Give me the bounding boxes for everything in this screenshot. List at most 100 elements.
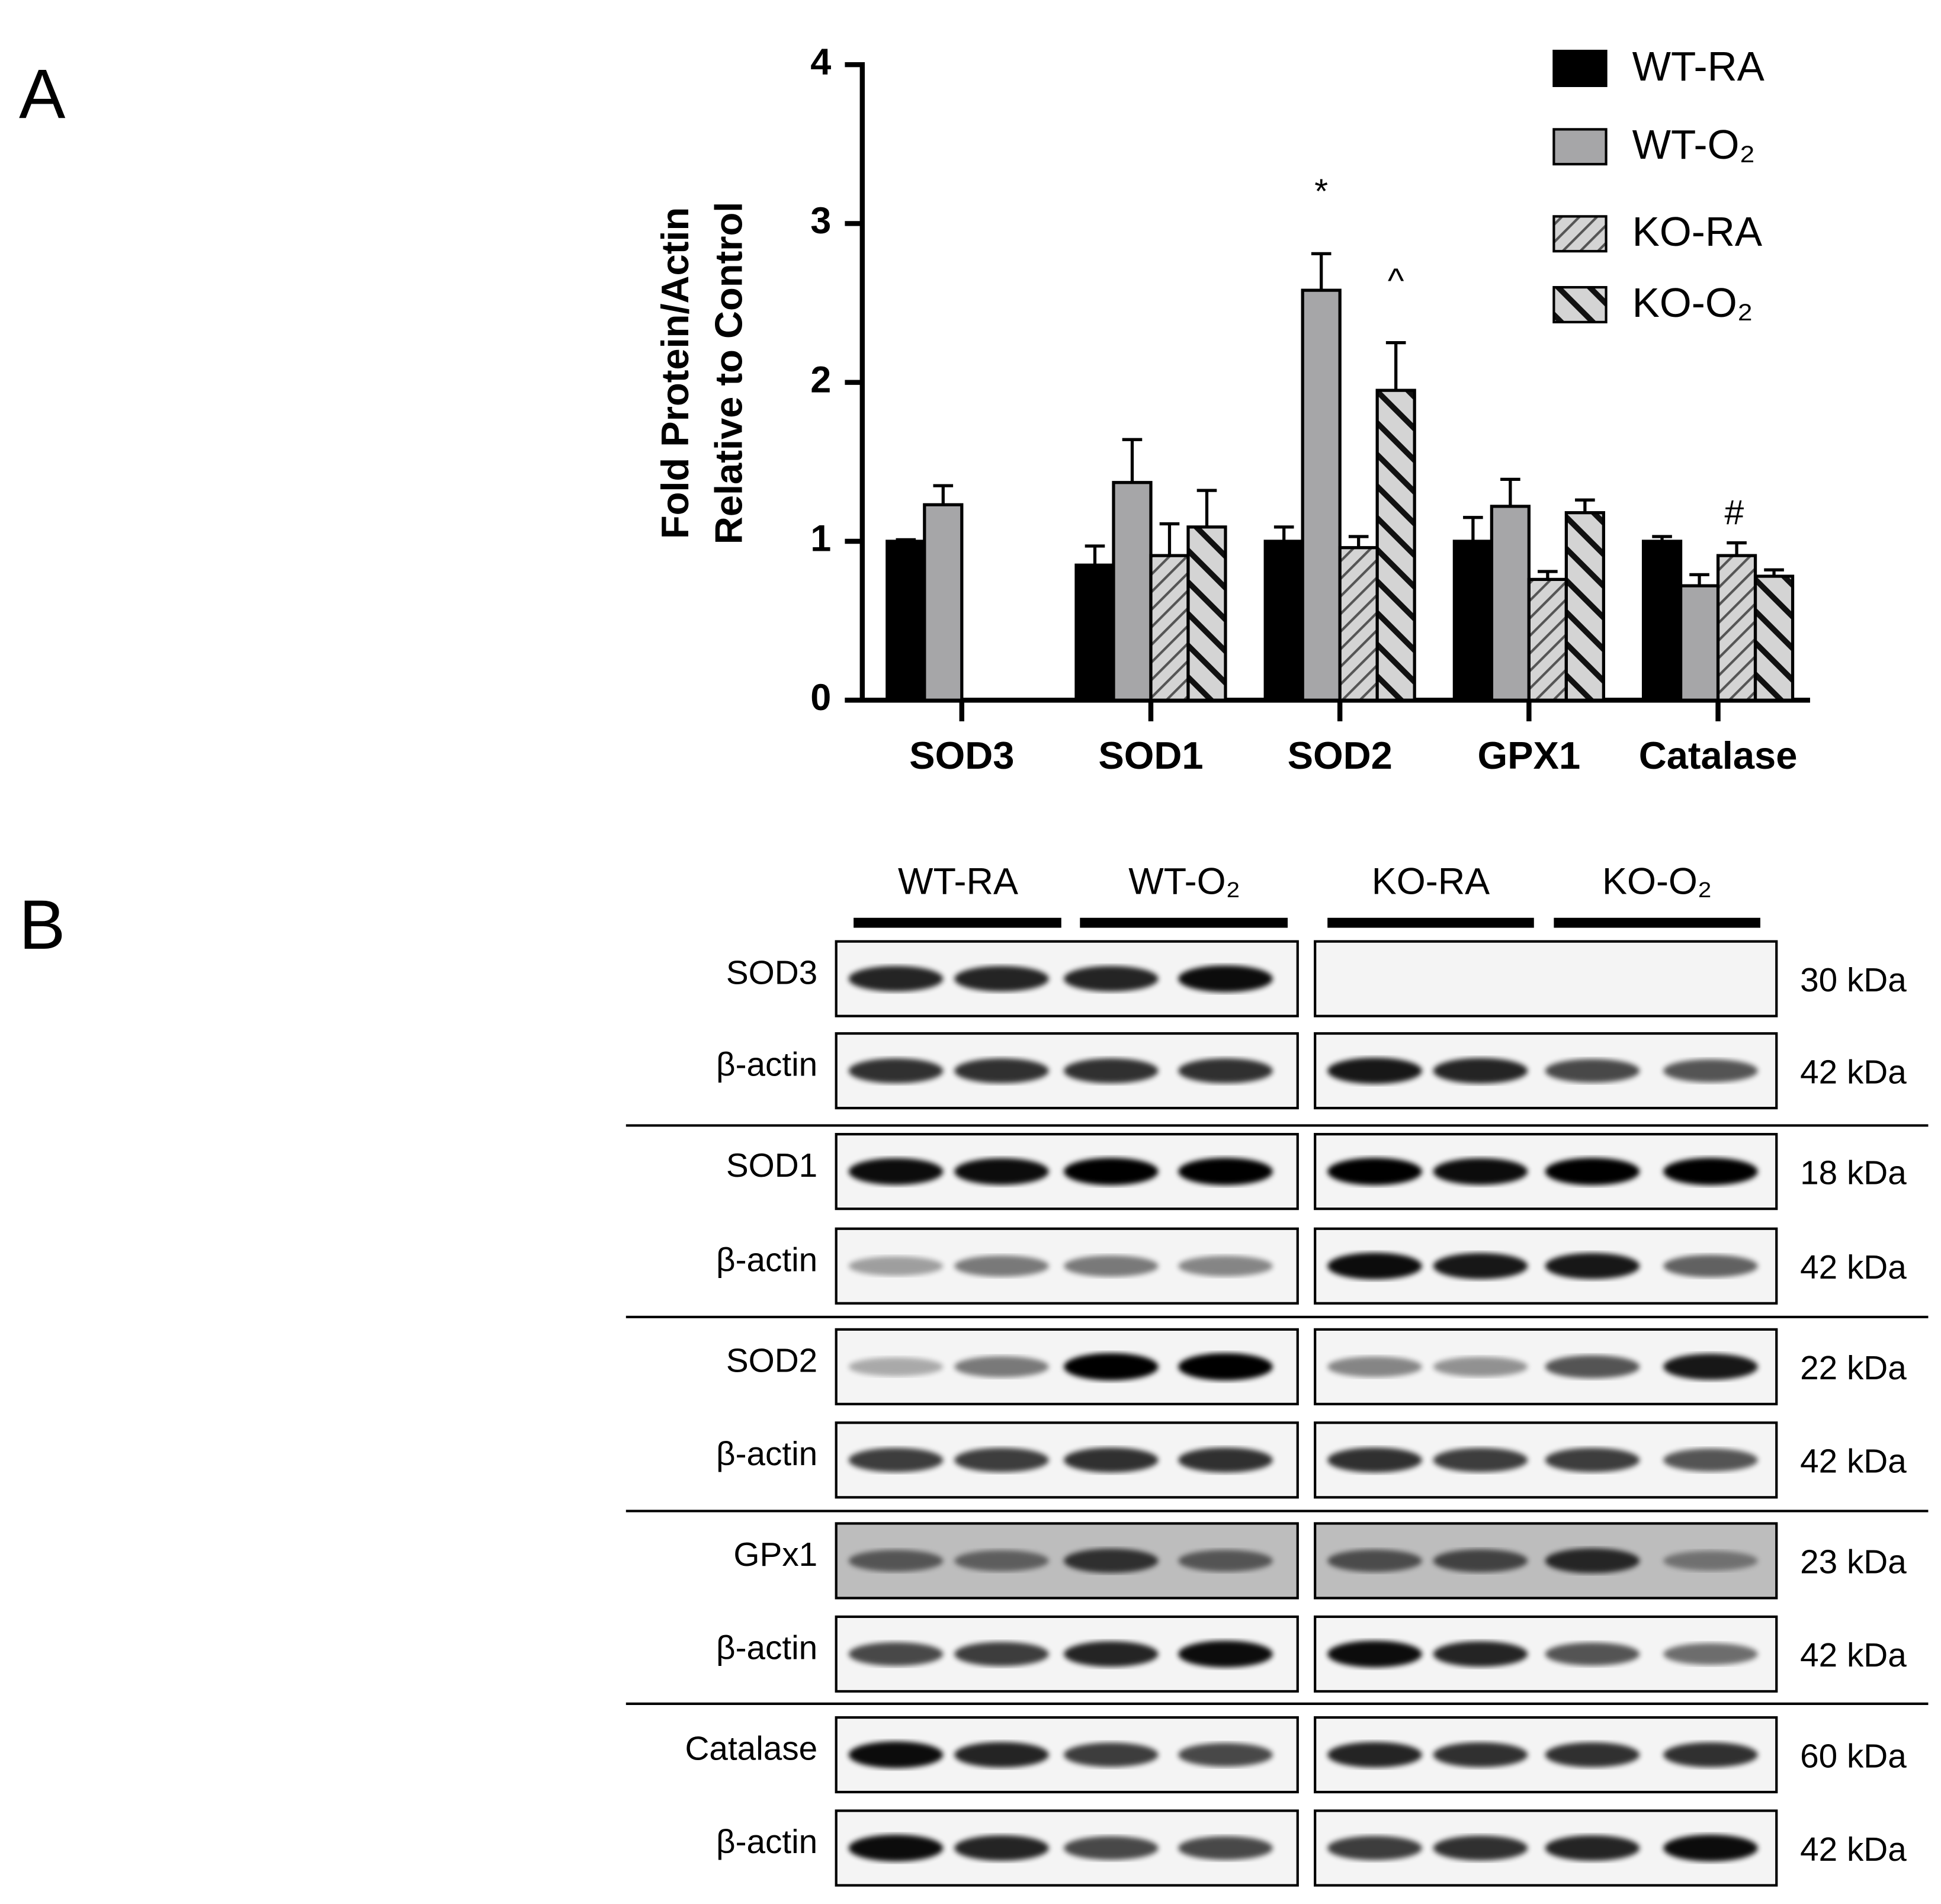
- bar: [1716, 554, 1757, 702]
- error-bar: [933, 484, 954, 505]
- annotation: *: [1314, 172, 1328, 211]
- band: [954, 1158, 1049, 1185]
- row-label: β-actin: [716, 1630, 817, 1667]
- legend-swatch: [1552, 128, 1608, 166]
- row-label: SOD2: [726, 1342, 817, 1379]
- size-label: 23 kDa: [1800, 1544, 1907, 1581]
- bar: [1679, 584, 1720, 702]
- band: [1178, 1836, 1273, 1860]
- bar: [1074, 563, 1115, 702]
- band: [1545, 1642, 1640, 1666]
- legend-label: KO-O₂: [1632, 280, 1753, 326]
- band: [848, 1834, 944, 1862]
- band: [1433, 1835, 1528, 1861]
- bar: [1112, 481, 1153, 702]
- band: [1327, 1447, 1422, 1473]
- group-bar: [854, 917, 1061, 928]
- band: [1178, 1353, 1273, 1380]
- band: [1063, 1447, 1159, 1473]
- annotation: ^: [1388, 261, 1404, 300]
- band: [1663, 1158, 1758, 1186]
- bar: [1452, 540, 1493, 702]
- band: [848, 1256, 944, 1276]
- band: [954, 1447, 1049, 1472]
- bar: [1186, 525, 1227, 702]
- band: [954, 1255, 1049, 1277]
- bar: [1490, 505, 1531, 702]
- bar: [923, 503, 964, 702]
- group-bar: [1554, 917, 1760, 928]
- band: [954, 1642, 1049, 1667]
- group-label: KO-O₂: [1602, 861, 1712, 903]
- bar: [1641, 540, 1683, 702]
- bar: [1527, 577, 1568, 702]
- panel-label: A: [19, 55, 66, 133]
- bar: [1753, 574, 1795, 702]
- band: [1327, 1158, 1422, 1186]
- band: [1063, 1255, 1159, 1277]
- band: [1545, 1253, 1640, 1279]
- row-label: β-actin: [716, 1823, 817, 1861]
- group-bar: [1080, 917, 1288, 928]
- band: [1063, 1641, 1159, 1667]
- group-label: KO-RA: [1372, 861, 1490, 903]
- band: [1545, 1742, 1640, 1768]
- size-label: 30 kDa: [1800, 962, 1907, 999]
- row-label: GPx1: [733, 1536, 817, 1574]
- band: [1063, 1058, 1159, 1084]
- band: [848, 1158, 944, 1185]
- band: [1327, 1836, 1422, 1860]
- panel-label: B: [19, 886, 65, 964]
- y-tick-label: 2: [810, 359, 831, 400]
- band: [848, 1357, 944, 1376]
- error-bar: [1122, 438, 1143, 483]
- size-label: 42 kDa: [1800, 1443, 1907, 1481]
- bar: [1301, 288, 1342, 702]
- band: [1063, 1836, 1159, 1860]
- legend-swatch: [1552, 285, 1608, 323]
- size-label: 42 kDa: [1800, 1637, 1907, 1674]
- row-label: SOD1: [726, 1147, 817, 1184]
- band: [954, 1356, 1049, 1378]
- band: [848, 1741, 944, 1768]
- band: [1063, 1353, 1159, 1380]
- band: [1433, 1158, 1528, 1185]
- size-label: 42 kDa: [1800, 1054, 1907, 1091]
- band: [954, 1550, 1049, 1572]
- legend-label: WT-RA: [1632, 43, 1765, 89]
- band: [1178, 1743, 1273, 1767]
- band: [848, 1550, 944, 1572]
- band: [1545, 1548, 1640, 1574]
- size-label: 42 kDa: [1800, 1831, 1907, 1868]
- x-tick-label: GPX1: [1478, 734, 1581, 777]
- band: [1063, 1548, 1159, 1573]
- band: [1327, 1640, 1422, 1668]
- band: [1663, 1550, 1758, 1571]
- band: [1433, 1447, 1528, 1472]
- error-bar: [1500, 477, 1520, 506]
- band: [1327, 1742, 1422, 1768]
- band: [1433, 1357, 1528, 1377]
- size-label: 18 kDa: [1800, 1154, 1907, 1192]
- y-tick-label: 0: [810, 677, 831, 718]
- band: [1063, 966, 1159, 992]
- error-bar: [1575, 498, 1595, 513]
- y-tick-label: 3: [810, 200, 831, 242]
- band: [954, 966, 1049, 992]
- error-bar: [1727, 541, 1747, 556]
- bar: [1149, 554, 1190, 702]
- legend-label: KO-RA: [1632, 208, 1763, 255]
- row-label: SOD3: [726, 954, 817, 991]
- band: [848, 1642, 944, 1666]
- band: [1178, 1158, 1273, 1186]
- error-bar: [1085, 544, 1105, 566]
- band: [954, 1742, 1049, 1768]
- legend-swatch: [1552, 215, 1608, 253]
- band: [954, 1058, 1049, 1084]
- band: [848, 966, 944, 992]
- band: [1327, 1057, 1422, 1084]
- blot-panel: [1314, 940, 1778, 1017]
- band: [1178, 1550, 1273, 1572]
- band: [1545, 1835, 1640, 1861]
- band: [1663, 1353, 1758, 1380]
